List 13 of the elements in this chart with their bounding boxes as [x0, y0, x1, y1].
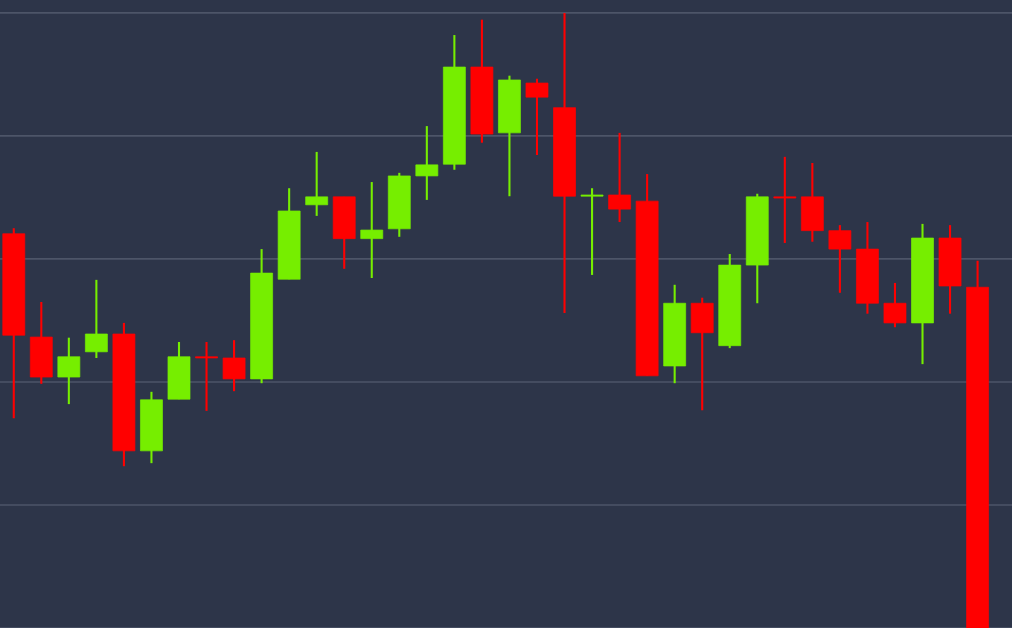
candlestick: [195, 340, 218, 412]
candlestick: [525, 77, 549, 157]
candlestick: [57, 336, 81, 406]
candlestick: [608, 131, 631, 224]
candlestick: [828, 224, 852, 294]
candlestick: [773, 155, 797, 244]
candlestick: [580, 187, 604, 276]
candlestick: [415, 125, 439, 201]
candlestick: [85, 278, 108, 360]
candlestick: [360, 181, 384, 280]
candlestick: [222, 339, 246, 393]
candlestick: [883, 281, 907, 329]
candlestick: [305, 150, 329, 217]
